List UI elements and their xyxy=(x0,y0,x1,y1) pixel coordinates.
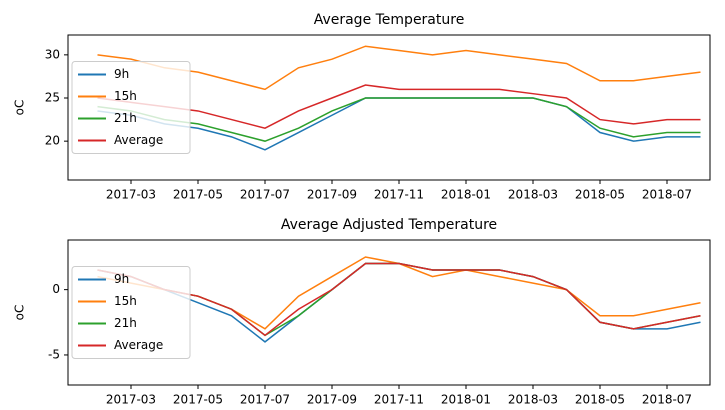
legend-label: 21h xyxy=(114,316,137,330)
x-tick-label: 2018-05 xyxy=(575,393,625,407)
legend-label: 15h xyxy=(114,294,137,308)
legend-label: 9h xyxy=(114,272,129,286)
chart-title: Average Temperature xyxy=(314,12,465,28)
x-tick-label: 2018-01 xyxy=(441,393,491,407)
x-tick-label: 2017-05 xyxy=(173,188,223,202)
legend-label: Average xyxy=(114,338,163,352)
x-tick-label: 2018-05 xyxy=(575,188,625,202)
data-line xyxy=(97,262,701,337)
x-tick-label: 2018-07 xyxy=(642,393,692,407)
y-tick-label: 25 xyxy=(45,91,60,105)
x-tick-label: 2017-07 xyxy=(240,188,290,202)
x-tick-label: 2017-03 xyxy=(106,393,156,407)
legend-label: 9h xyxy=(114,67,129,81)
x-tick-label: 2017-11 xyxy=(374,188,424,202)
chart-title: Average Adjusted Temperature xyxy=(281,217,497,233)
data-line xyxy=(97,84,701,130)
y-tick-label: 20 xyxy=(45,134,60,148)
data-line xyxy=(97,97,701,142)
legend-label: 21h xyxy=(114,111,137,125)
y-tick-label: 30 xyxy=(45,47,60,61)
legend-label: Average xyxy=(114,133,163,147)
axes-frame xyxy=(67,34,711,181)
x-tick-label: 2018-03 xyxy=(508,393,558,407)
x-tick-label: 2017-11 xyxy=(374,393,424,407)
legend-label: 15h xyxy=(114,89,137,103)
legend-box xyxy=(71,61,191,154)
x-tick-label: 2017-09 xyxy=(307,393,357,407)
x-tick-label: 2017-05 xyxy=(173,393,223,407)
x-tick-label: 2018-01 xyxy=(441,188,491,202)
axes-frame xyxy=(67,239,711,386)
x-tick-label: 2017-09 xyxy=(307,188,357,202)
x-tick-label: 2018-07 xyxy=(642,188,692,202)
x-tick-label: 2018-03 xyxy=(508,188,558,202)
legend-box xyxy=(71,266,191,359)
data-line xyxy=(97,45,701,91)
x-tick-label: 2017-03 xyxy=(106,188,156,202)
y-tick-label: 0 xyxy=(52,282,60,296)
y-tick-label: -5 xyxy=(48,347,60,361)
y-axis-label: oC xyxy=(13,100,27,116)
x-tick-label: 2017-07 xyxy=(240,393,290,407)
y-axis-label: oC xyxy=(13,305,27,321)
